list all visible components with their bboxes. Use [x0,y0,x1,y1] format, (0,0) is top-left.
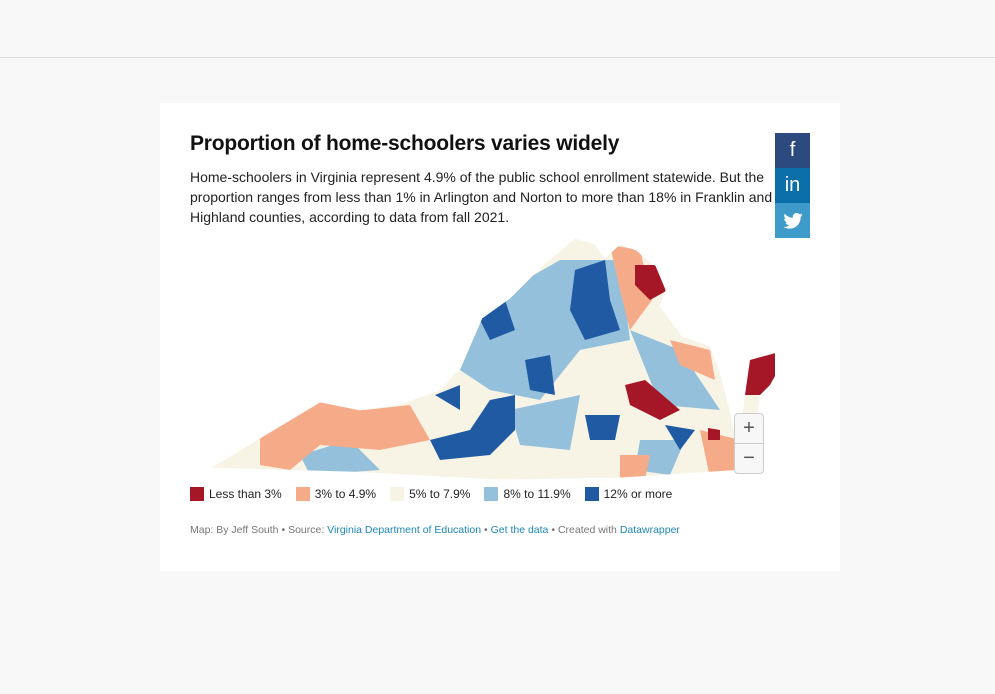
share-buttons: f in [775,133,810,238]
facebook-share-button[interactable]: f [775,133,810,168]
twitter-icon [782,212,803,229]
zoom-out-button[interactable]: − [735,443,763,473]
legend-label: 12% or more [603,487,673,501]
separator: • [281,524,286,536]
legend-swatch [190,487,204,501]
legend-item: 12% or more [584,487,673,501]
zoom-in-button[interactable]: + [743,417,755,439]
chart-description: Home-schoolers in Virginia represent 4.9… [190,169,773,225]
legend-item: 5% to 7.9% [390,487,470,501]
eastern-shore [745,353,775,395]
legend-swatch [295,487,310,501]
map-legend: Less than 3% 3% to 4.9% 5% to 7.9% 8% to… [190,487,686,501]
chart-title: Proportion of home-schoolers varies wide… [190,132,620,155]
source-link[interactable]: Virginia Department of Education [327,524,482,536]
counties-12-or-more [430,260,695,460]
legend-swatch [584,487,599,501]
linkedin-share-button[interactable]: in [775,168,810,203]
legend-label: 3% to 4.9% [314,487,377,501]
counties-3-to-4-9 [260,245,742,480]
datawrapper-link[interactable]: Datawrapper [619,524,680,536]
legend-label: Less than 3% [209,487,282,501]
legend-label: 5% to 7.9% [409,487,471,501]
legend-item: 8% to 11.9% [484,487,571,501]
legend-item: 3% to 4.9% [295,487,377,501]
virginia-county-map[interactable] [185,223,775,483]
byline: Map: By Jeff South [190,524,279,536]
top-bar [0,0,995,58]
legend-label: 8% to 11.9% [503,487,571,501]
separator: • [551,524,556,536]
separator: • [484,524,488,536]
legend-item: Less than 3% [190,487,282,501]
source-label: Source: [288,524,325,536]
zoom-controls: + − [734,413,764,474]
legend-swatch [484,487,499,501]
legend-swatch [390,487,405,501]
twitter-share-button[interactable] [775,203,810,238]
footer: Map: By Jeff South • Source: Virginia De… [190,524,680,536]
chart-card: Proportion of home-schoolers varies wide… [160,103,840,571]
created-with-label: Created with [557,524,617,536]
get-data-link[interactable]: Get the data [490,524,549,536]
